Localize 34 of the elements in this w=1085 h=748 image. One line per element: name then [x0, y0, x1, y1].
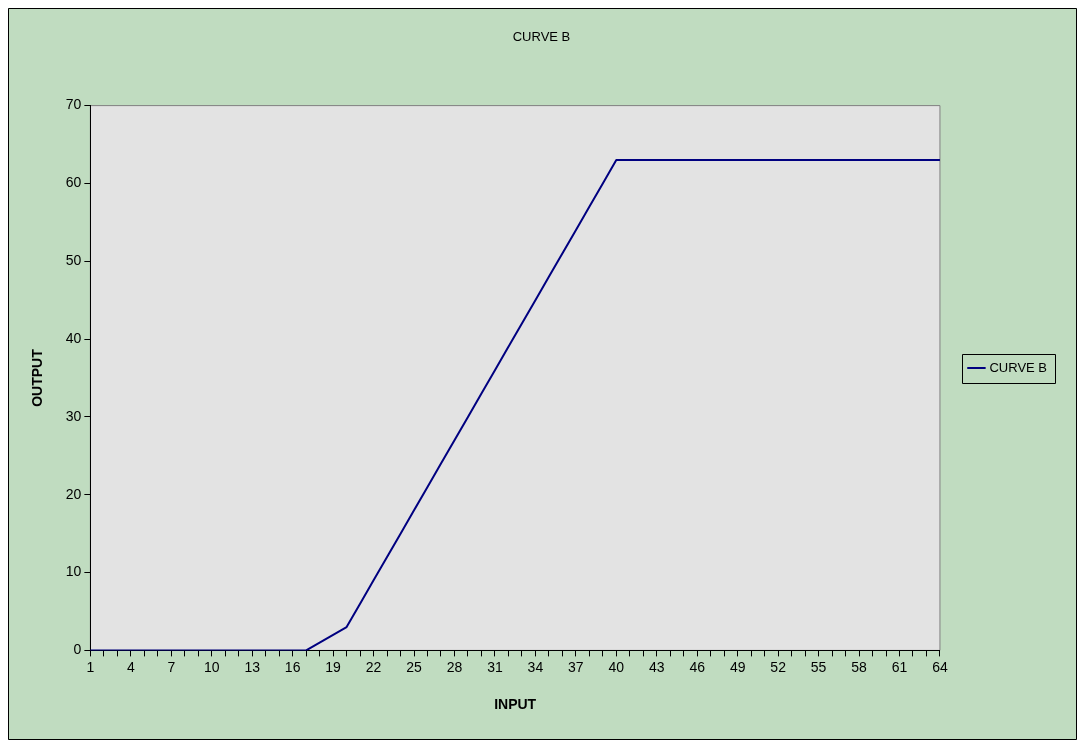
y-tick-label: 30	[65, 407, 82, 424]
legend-label: CURVE B	[989, 359, 1048, 375]
chart-title: CURVE B	[512, 29, 571, 45]
x-tick-label: 49	[729, 658, 746, 675]
x-axis-title: INPUT	[494, 696, 537, 713]
x-tick-label: 19	[325, 658, 342, 675]
x-tick-label: 25	[406, 658, 423, 675]
y-tick-label: 20	[65, 485, 82, 502]
x-tick-label: 43	[648, 658, 665, 675]
x-tick-label: 55	[810, 658, 827, 675]
x-tick-label: 22	[365, 658, 382, 675]
x-tick-label: 1	[86, 658, 95, 675]
x-tick-label: 46	[689, 658, 706, 675]
y-axis-title: OUTPUT	[29, 348, 46, 407]
x-tick-label: 64	[932, 658, 948, 675]
x-tick-label: 13	[244, 658, 261, 675]
x-tick-label: 7	[167, 658, 176, 675]
y-tick-label: 40	[65, 329, 82, 346]
y-tick-label: 0	[73, 641, 82, 658]
y-tick-label: 70	[65, 96, 82, 113]
x-tick-label: 52	[770, 658, 787, 675]
y-tick-label: 60	[65, 174, 82, 191]
y-tick-label: 10	[65, 563, 82, 580]
x-tick-label: 40	[608, 658, 625, 675]
x-tick-label: 16	[284, 658, 301, 675]
x-tick-label: 4	[126, 658, 135, 675]
x-tick-label: 31	[487, 658, 503, 675]
x-tick-label: 37	[568, 658, 584, 675]
x-tick-label: 28	[446, 658, 463, 675]
y-tick-label: 50	[65, 252, 82, 269]
x-tick-label: 34	[527, 658, 544, 675]
x-tick-label: 10	[203, 658, 220, 675]
x-tick-label: 58	[851, 658, 868, 675]
x-tick-label: 61	[891, 658, 908, 675]
